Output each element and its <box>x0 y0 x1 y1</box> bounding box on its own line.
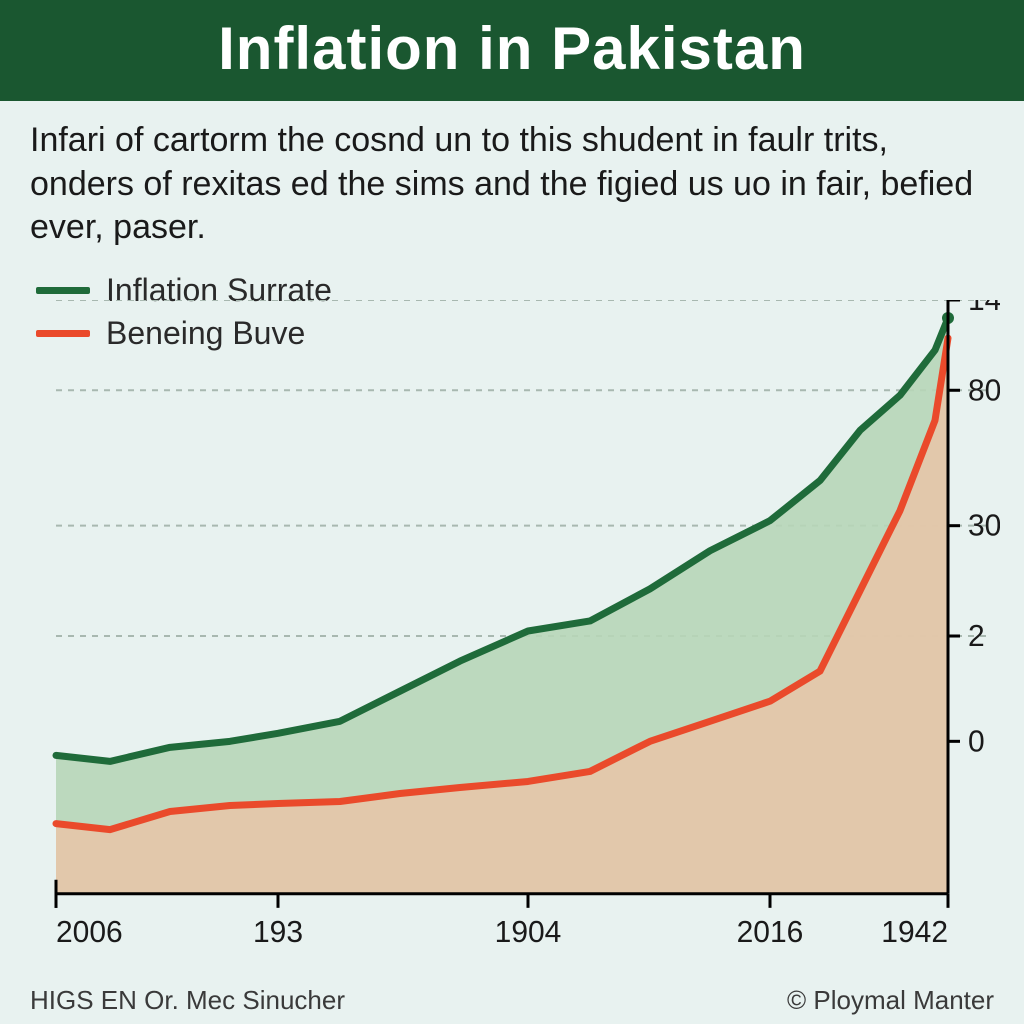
svg-text:2: 2 <box>968 620 985 653</box>
svg-text:30: 30 <box>968 510 1000 543</box>
footer-left: HIGS EN Or. Mec Sinucher <box>30 985 345 1016</box>
chart-title: Inflation in Pakistan <box>218 15 806 82</box>
svg-text:193: 193 <box>253 916 303 949</box>
chart-subtitle: Infari of cartorm the cosnd un to this s… <box>0 101 1024 262</box>
chart-svg: 2006 193 1904 2016 1942 140 80 30 2 0 <box>30 300 1000 962</box>
svg-text:2016: 2016 <box>737 916 804 949</box>
svg-text:2006: 2006 <box>56 916 123 949</box>
chart-title-bar: Inflation in Pakistan <box>0 0 1024 101</box>
footer-right: © Ploymal Manter <box>787 985 994 1016</box>
svg-text:140: 140 <box>968 300 1000 317</box>
svg-text:1942: 1942 <box>881 916 948 949</box>
legend-swatch-1 <box>36 287 90 294</box>
chart-area: 2006 193 1904 2016 1942 140 80 30 2 0 <box>30 300 1000 962</box>
svg-text:1904: 1904 <box>495 916 562 949</box>
footer: HIGS EN Or. Mec Sinucher © Ploymal Mante… <box>30 985 994 1016</box>
svg-text:0: 0 <box>968 725 985 758</box>
svg-text:80: 80 <box>968 374 1000 407</box>
